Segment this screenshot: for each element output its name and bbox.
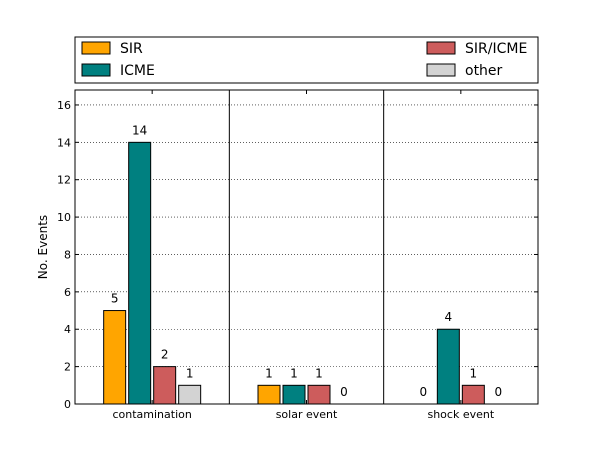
y-tick-label: 4: [64, 323, 71, 336]
x-axis-ticks: contamination solar event shock event: [112, 90, 495, 421]
bar-sir-1: [257, 384, 281, 405]
data-label: 5: [111, 292, 119, 306]
legend-label: SIR/ICME: [465, 41, 527, 57]
data-label: 0: [420, 385, 428, 399]
data-label: 1: [470, 366, 478, 380]
bar-icme-1: [282, 384, 306, 405]
bar-icme-0: [128, 141, 152, 405]
legend-swatch-sir-icme: [426, 41, 456, 55]
data-label: 0: [495, 385, 503, 399]
data-label: 4: [445, 310, 453, 324]
x-tick-label: shock event: [427, 408, 494, 421]
y-tick-label: 12: [57, 174, 71, 187]
legend-label: SIR: [120, 41, 143, 57]
data-label: 1: [315, 366, 323, 380]
x-tick-label: contamination: [112, 408, 191, 421]
legend-frame: [74, 36, 539, 84]
bar-sir-icme-0: [153, 366, 177, 405]
bar-sir-icme-2: [461, 384, 485, 405]
y-axis-label: No. Events: [36, 215, 50, 279]
bar-icme-2: [436, 328, 460, 405]
y-tick-label: 14: [57, 136, 71, 149]
y-tick-label: 10: [57, 211, 71, 224]
y-tick-label: 6: [64, 286, 71, 299]
bar-other-0: [178, 384, 202, 405]
legend-swatch-sir: [81, 41, 111, 55]
legend-label: other: [465, 63, 503, 79]
gridlines: [75, 104, 538, 367]
y-tick-label: 16: [57, 99, 71, 112]
y-tick-label: 0: [64, 398, 71, 411]
bar-sir-0: [103, 310, 127, 405]
legend-label: ICME: [120, 63, 155, 79]
data-label: 0: [340, 385, 348, 399]
data-label: 1: [290, 366, 298, 380]
bars: [103, 141, 485, 405]
legend-swatch-icme: [81, 63, 111, 77]
data-label: 1: [186, 366, 194, 380]
legend: SIR ICME SIR/ICME other: [74, 36, 539, 84]
bar-sir-icme-1: [307, 384, 331, 405]
y-tick-label: 2: [64, 361, 71, 374]
data-label: 14: [132, 123, 147, 137]
category-separators: [228, 90, 385, 404]
y-tick-label: 8: [64, 248, 71, 261]
legend-swatch-other: [426, 63, 456, 77]
x-tick-label: solar event: [276, 408, 338, 421]
data-label: 2: [161, 348, 169, 362]
data-label: 1: [265, 366, 273, 380]
